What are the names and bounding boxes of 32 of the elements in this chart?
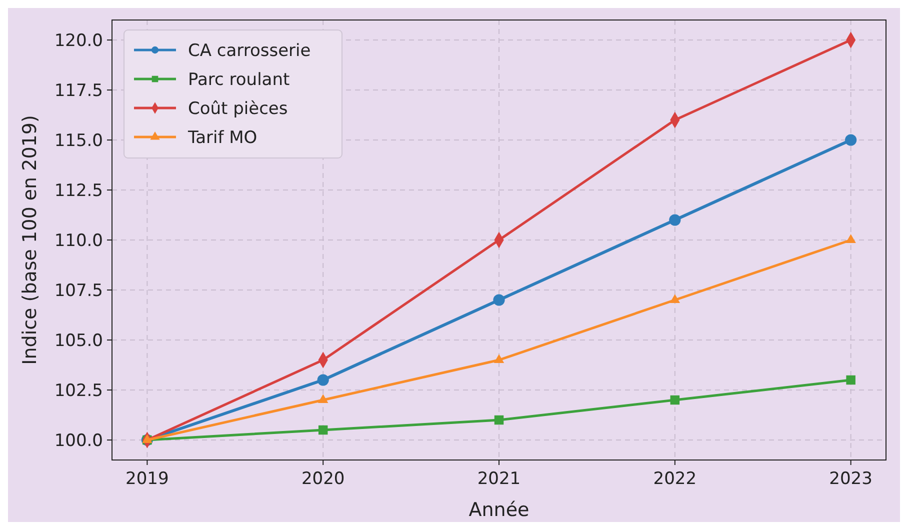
- x-tick-label: 2020: [301, 469, 345, 489]
- y-tick-label: 110.0: [54, 230, 103, 251]
- x-tick-label: 2022: [653, 469, 697, 489]
- x-tick-label: 2019: [126, 469, 169, 489]
- point: [494, 415, 504, 425]
- legend-label: Coût pièces: [188, 98, 288, 119]
- y-tick-label: 112.5: [54, 180, 103, 201]
- y-tick-label: 102.5: [54, 380, 103, 401]
- x-axis-title: Année: [468, 499, 530, 521]
- x-tick-label: 2021: [477, 469, 521, 489]
- legend-label: Tarif MO: [187, 128, 258, 148]
- y-tick-label: 100.0: [54, 430, 103, 451]
- point: [670, 294, 680, 303]
- legend-label: Parc roulant: [188, 70, 290, 90]
- point: [846, 375, 856, 385]
- point: [845, 134, 857, 146]
- point: [317, 374, 329, 386]
- point: [493, 294, 505, 306]
- point: [494, 354, 504, 363]
- point: [670, 395, 680, 405]
- x-tick-label: 2023: [829, 469, 872, 489]
- y-tick-label: 115.0: [54, 130, 103, 151]
- legend-label: CA carrosserie: [188, 40, 311, 61]
- y-tick-label: 107.5: [54, 280, 103, 301]
- y-tick-label: 105.0: [54, 330, 103, 351]
- point: [318, 394, 328, 403]
- y-tick-label: 117.5: [54, 80, 103, 101]
- y-tick-label: 120.0: [54, 30, 103, 51]
- point: [669, 214, 681, 226]
- point: [318, 425, 328, 435]
- y-axis-title: Indice (base 100 en 2019): [19, 115, 41, 365]
- point: [846, 234, 856, 243]
